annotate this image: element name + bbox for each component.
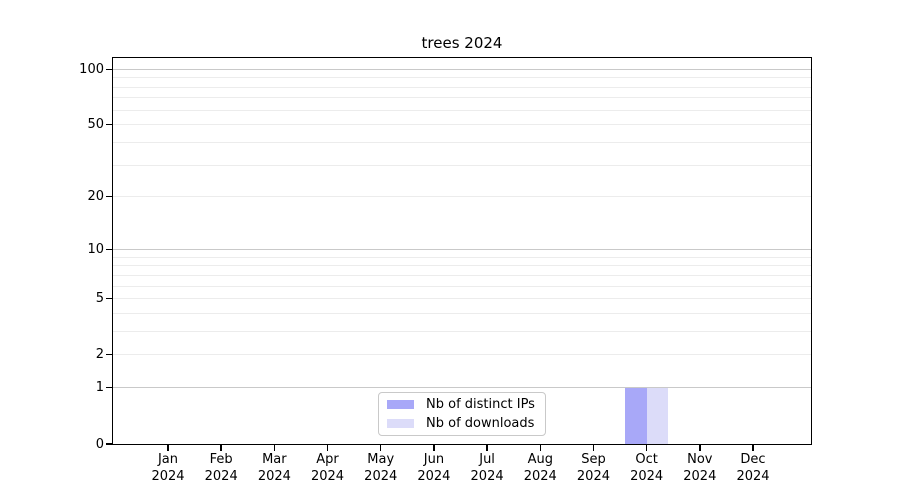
x-tick-feb (220, 444, 222, 451)
x-tick-jul (486, 444, 488, 451)
x-tick-apr (326, 444, 329, 451)
legend-label-distinct-ips: Nb of distinct IPs (426, 397, 535, 412)
y-tick-label-20: 20 (87, 189, 104, 205)
y-tick-5 (106, 297, 113, 300)
y-tick-1 (106, 387, 113, 389)
y-tick-label-0: 0 (95, 436, 104, 452)
x-tick-label-jul: Jul 2024 (470, 452, 504, 484)
x-tick-dec (752, 444, 754, 451)
chart-title: trees 2024 (421, 34, 503, 52)
legend-item: Nb of distinct IPs (379, 395, 545, 414)
gridline-minor-4 (113, 312, 811, 314)
gridline-major-100 (113, 68, 811, 70)
gridline-minor-8 (113, 265, 811, 267)
gridline-minor-9 (113, 256, 811, 258)
gridline-minor-6 (113, 285, 811, 287)
legend-swatch-downloads (387, 418, 414, 429)
legend-item: Nb of downloads (379, 414, 545, 433)
x-tick-nov (699, 444, 701, 451)
y-tick-label-100: 100 (79, 61, 104, 77)
gridline-minor-20 (113, 196, 811, 198)
x-tick-label-mar: Mar 2024 (257, 452, 291, 484)
gridline-minor-5 (113, 298, 811, 300)
x-tick-label-oct: Oct 2024 (630, 452, 664, 484)
legend-label-downloads: Nb of downloads (426, 416, 535, 431)
x-tick-mar (273, 444, 276, 451)
x-tick-label-nov: Nov 2024 (683, 452, 717, 484)
y-tick-label-50: 50 (87, 117, 104, 133)
y-tick-20 (106, 196, 113, 198)
gridline-major-10 (113, 248, 811, 250)
legend-swatch-distinct-ips (387, 399, 414, 410)
y-tick-label-1: 1 (95, 380, 104, 396)
x-tick-label-feb: Feb 2024 (204, 452, 238, 484)
x-tick-label-jan: Jan 2024 (151, 452, 185, 484)
y-tick-2 (106, 354, 113, 356)
x-tick-label-jun: Jun 2024 (417, 452, 451, 484)
x-tick-may (380, 444, 382, 451)
x-tick-label-dec: Dec 2024 (736, 452, 770, 484)
gridline-minor-40 (113, 141, 811, 143)
gridline-minor-90 (113, 77, 811, 79)
bar-oct-2024-nb-of-distinct-ips (625, 387, 647, 444)
gridline-minor-7 (113, 274, 811, 276)
x-tick-label-aug: Aug 2024 (523, 452, 557, 484)
gridline-minor-50 (113, 124, 811, 126)
gridline-minor-60 (113, 109, 811, 111)
y-tick-label-10: 10 (87, 241, 104, 257)
y-tick-100 (106, 68, 113, 70)
x-tick-label-sep: Sep 2024 (576, 452, 610, 484)
x-tick-aug (539, 444, 541, 451)
x-tick-oct (645, 444, 648, 451)
gridline-minor-70 (113, 97, 811, 99)
gridline-major-1 (113, 387, 811, 389)
x-tick-sep (592, 444, 595, 451)
x-tick-label-may: May 2024 (364, 452, 398, 484)
gridline-minor-3 (113, 330, 811, 332)
legend: Nb of distinct IPs Nb of downloads (378, 392, 546, 436)
plot-area (112, 57, 812, 445)
y-tick-label-2: 2 (95, 347, 104, 363)
y-tick-0 (106, 443, 113, 445)
x-tick-label-apr: Apr 2024 (310, 452, 345, 484)
y-tick-label-5: 5 (95, 291, 104, 306)
y-tick-50 (106, 124, 113, 126)
gridline-minor-30 (113, 164, 811, 166)
x-tick-jun (433, 444, 435, 451)
gridline-minor-80 (113, 86, 811, 88)
y-tick-10 (106, 248, 113, 250)
bar-oct-2024-nb-of-downloads (646, 387, 669, 444)
x-tick-jan (167, 444, 169, 451)
gridline-minor-2 (113, 354, 811, 356)
